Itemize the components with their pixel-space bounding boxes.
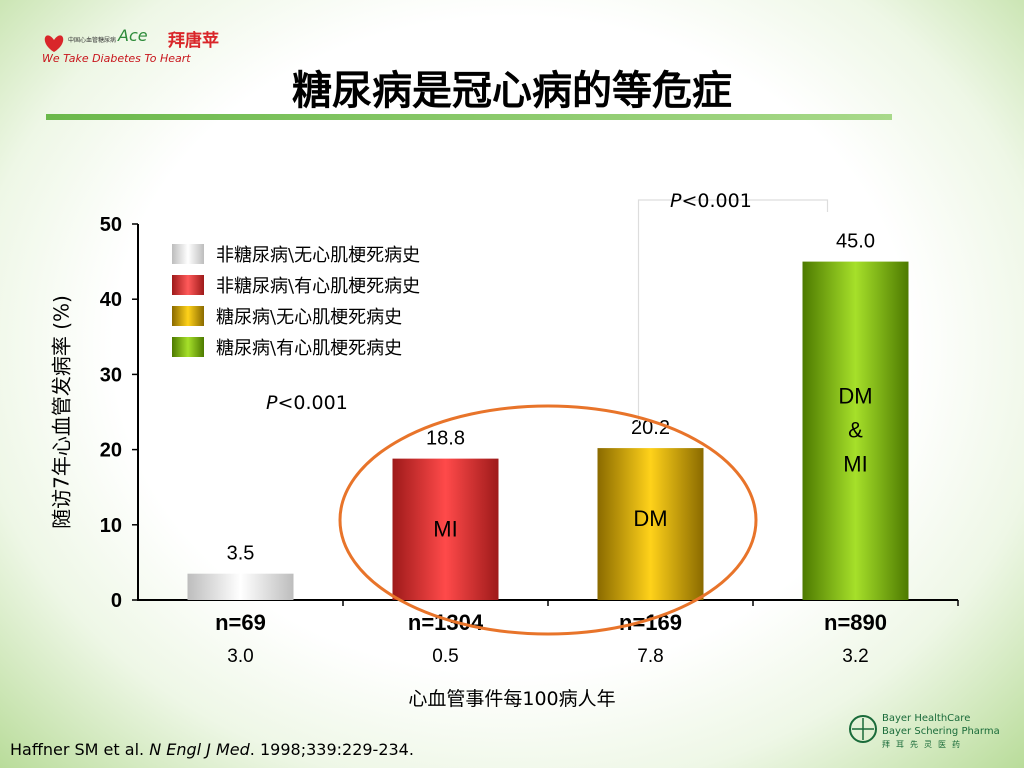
legend-swatch [172, 243, 204, 264]
bayer-cross-icon [849, 715, 877, 743]
event-rate-label: 3.2 [842, 646, 868, 667]
title-divider [46, 114, 892, 120]
p-value: <0.001 [277, 392, 348, 414]
y-tick-label: 50 [100, 214, 122, 236]
y-tick-label: 20 [100, 440, 122, 462]
event-rate-label: 3.0 [227, 646, 253, 667]
legend-swatch [172, 274, 204, 295]
p-symbol: P [266, 392, 278, 414]
event-rate-label: 0.5 [432, 646, 458, 667]
y-tick-label: 10 [100, 515, 122, 537]
bar [187, 573, 294, 600]
y-tick-label: 40 [100, 289, 122, 311]
svg-text:中国心血管糖尿病: 中国心血管糖尿病 [68, 36, 116, 44]
legend-label: 非糖尿病\无心肌梗死病史 [216, 244, 421, 266]
citation: Haffner SM et al. N Engl J Med. 1998;339… [10, 740, 414, 759]
highlight-ellipse [338, 404, 758, 636]
legend-label: 糖尿病\有心肌梗死病史 [216, 337, 403, 359]
y-axis-label: 随访7年心血管发病率 (%) [49, 295, 74, 529]
bar-value-label: 18.8 [426, 428, 465, 450]
header-logo: 中国心血管糖尿病 Ace 拜唐苹 We Take Diabetes To Hea… [40, 22, 240, 68]
bar [597, 448, 704, 600]
bayer-text: Bayer HealthCare Bayer Schering Pharma 拜… [882, 712, 1000, 751]
significance-bracket [637, 199, 829, 423]
legend-swatch [172, 305, 204, 326]
p-value-annotation: P<0.001 [266, 392, 348, 414]
legend-item: 非糖尿病\无心肌梗死病史 [172, 238, 420, 269]
citation-authors: Haffner SM et al. [10, 740, 145, 759]
x-tick-label: n=69 [215, 610, 266, 635]
legend-item: 糖尿病\有心肌梗死病史 [172, 331, 420, 362]
bar-value-label: 45.0 [836, 231, 875, 253]
x-tick-label: n=890 [824, 610, 887, 635]
bar [392, 458, 499, 600]
citation-journal: N Engl J Med [149, 740, 250, 759]
bar-inner-label: & [848, 418, 863, 443]
company-name-cn: 拜耳先灵医药 [882, 740, 966, 749]
company-name-2: Bayer Schering Pharma [882, 726, 1000, 737]
legend-item: 糖尿病\无心肌梗死病史 [172, 300, 420, 331]
logo-product: 拜唐苹 [168, 31, 219, 51]
legend-label: 非糖尿病\有心肌梗死病史 [216, 275, 421, 297]
x-tick-label: n=169 [619, 610, 682, 635]
bar-inner-label: MI [843, 452, 867, 477]
y-tick-label: 30 [100, 364, 122, 386]
legend-label: 糖尿病\无心肌梗死病史 [216, 306, 403, 328]
bayer-logo: Bayer HealthCare Bayer Schering Pharma 拜… [848, 710, 1018, 756]
event-rate-label: 7.8 [637, 646, 663, 667]
bar-inner-label: DM [633, 506, 667, 531]
citation-rest: . 1998;339:229-234. [249, 740, 414, 759]
company-name-1: Bayer HealthCare [882, 713, 971, 724]
p-value-annotation: P<0.001 [670, 190, 752, 212]
bar-value-label: 3.5 [227, 543, 255, 565]
logo-brand: Ace [118, 26, 148, 45]
bar [802, 261, 909, 600]
x-axis-title: 心血管事件每100病人年 [408, 688, 616, 710]
p-value: <0.001 [681, 190, 752, 212]
y-tick-label: 0 [111, 590, 122, 612]
x-tick-label: n=1304 [408, 610, 484, 635]
p-symbol: P [670, 190, 682, 212]
logo-tagline: We Take Diabetes To Heart [42, 52, 191, 65]
legend-swatch [172, 336, 204, 357]
bar-inner-label: MI [433, 517, 457, 542]
page-title: 糖尿病是冠心病的等危症 [292, 67, 732, 114]
heart-logo-icon: 中国心血管糖尿病 [44, 35, 116, 52]
chart-legend: 非糖尿病\无心肌梗死病史 非糖尿病\有心肌梗死病史 糖尿病\无心肌梗死病史 糖尿… [172, 238, 420, 362]
bar-inner-label: DM [838, 384, 872, 409]
legend-item: 非糖尿病\有心肌梗死病史 [172, 269, 420, 300]
